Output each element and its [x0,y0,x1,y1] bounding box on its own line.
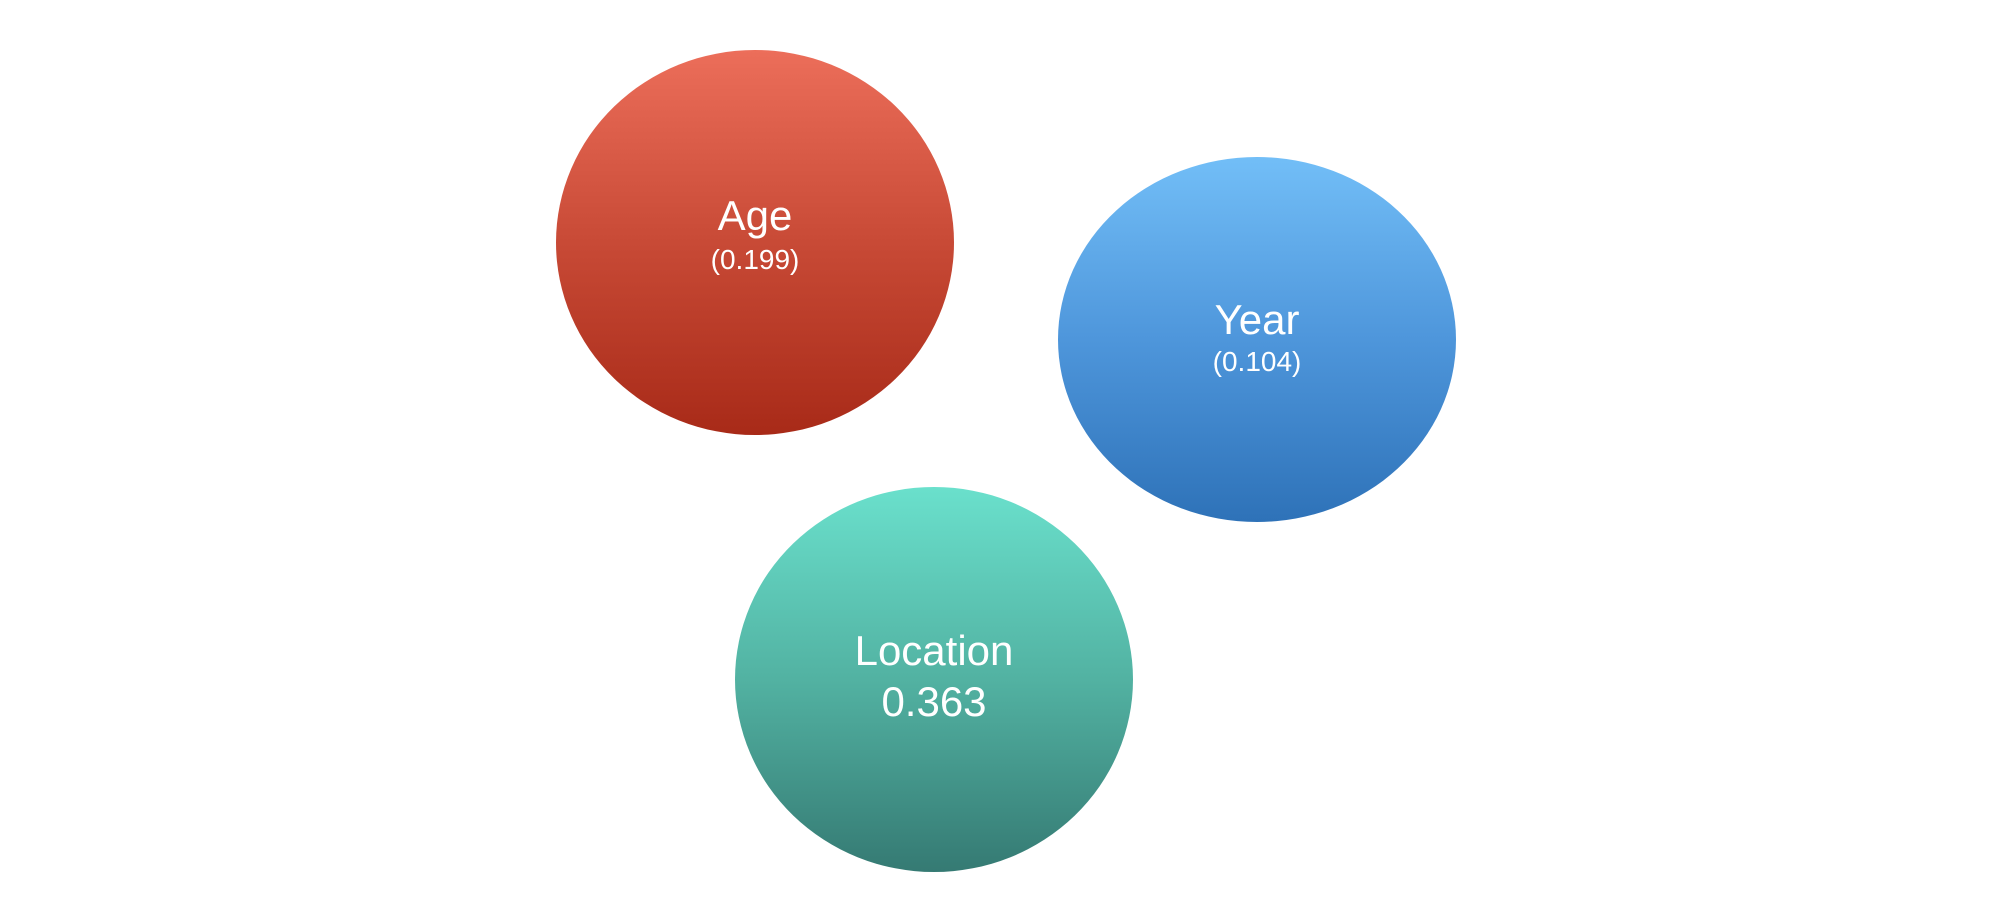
year-label: Year [1214,296,1300,343]
location-value: 0.363 [881,677,987,725]
age-bubble: Age (0.199) [556,50,954,435]
location-bubble: Location 0.363 [735,487,1133,872]
year-value: (0.104) [1212,346,1302,378]
age-value: (0.199) [710,244,800,276]
age-label: Age [717,192,793,239]
location-label: Location [854,627,1014,675]
year-bubble: Year (0.104) [1058,157,1456,522]
